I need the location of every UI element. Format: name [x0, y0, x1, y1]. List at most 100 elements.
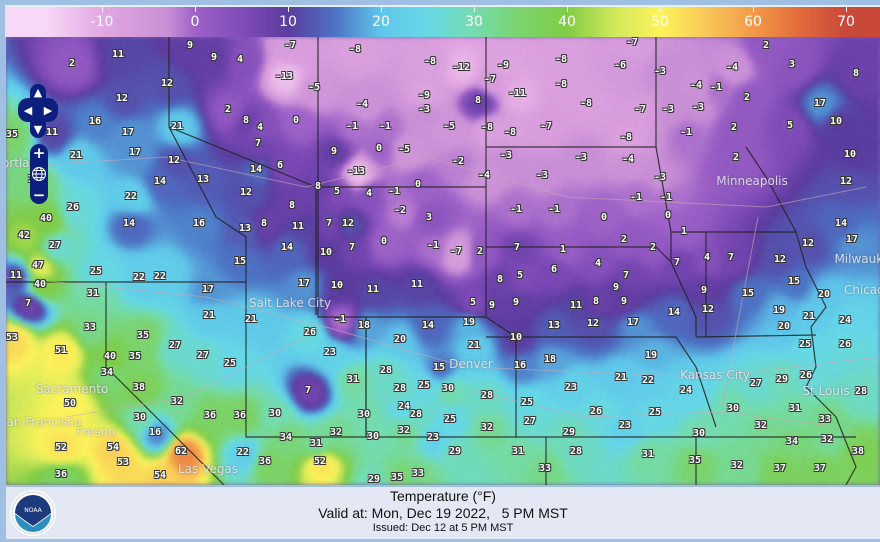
globe-icon[interactable]	[30, 165, 48, 183]
temperature-label: 7	[348, 242, 356, 253]
temperature-label: 34	[100, 367, 114, 378]
temperature-label: 2	[68, 58, 76, 69]
legend-tick-label: 50	[651, 14, 669, 30]
temperature-label: 24	[397, 401, 411, 412]
temperature-label: 8	[592, 296, 600, 307]
temperature-label: 27	[523, 416, 537, 427]
temperature-label: -1	[426, 240, 440, 251]
temperature-label: -8	[554, 54, 568, 65]
temperature-map[interactable]: 11 9 -7 -8 -8 -12 -9 -8 -6 -7 -3 2 3 8 2 9 4 -13 -5 -9 -7 -11…	[6, 37, 880, 485]
temperature-label: 9	[186, 40, 194, 51]
temperature-label: 30	[366, 431, 380, 442]
temperature-label: 17	[813, 98, 827, 109]
temperature-label: 2	[224, 104, 232, 115]
legend-gradient	[5, 7, 880, 37]
temperature-label: 30	[268, 408, 282, 419]
temperature-label: -5	[307, 82, 321, 93]
temperature-label: 11	[111, 49, 125, 60]
zoom-in-button[interactable]: +	[32, 144, 46, 162]
temperature-label: 27	[48, 240, 62, 251]
temperature-label: 12	[115, 93, 129, 104]
temperature-label: 7	[304, 385, 312, 396]
temperature-label: 15	[233, 256, 247, 267]
temperature-label: 36	[203, 410, 217, 421]
temperature-label: 2	[476, 246, 484, 257]
temperature-label: 21	[170, 121, 184, 132]
pan-left-button[interactable]: ◀	[18, 98, 38, 122]
temperature-label: 25	[520, 397, 534, 408]
temperature-label: 7	[325, 218, 333, 229]
temperature-label: 23	[426, 432, 440, 443]
temperature-label: 40	[103, 351, 117, 362]
temperature-label: 18	[357, 320, 371, 331]
temperature-label: -13	[346, 166, 366, 177]
temperature-label: 11	[410, 279, 424, 290]
temperature-label: 50	[63, 398, 77, 409]
pan-up-button[interactable]: ▲	[30, 84, 46, 100]
temperature-label: -5	[442, 121, 456, 132]
temperature-label: 12	[341, 218, 355, 229]
temperature-label: 22	[132, 272, 146, 283]
svg-text:NOAA: NOAA	[24, 507, 42, 514]
city-label: Chicago	[843, 283, 880, 297]
temperature-label: -4	[725, 62, 739, 73]
temperature-label: 51	[54, 345, 68, 356]
temperature-label: 30	[357, 409, 371, 420]
temperature-label: 28	[480, 390, 494, 401]
temperature-label: 40	[39, 213, 53, 224]
temperature-label: 28	[854, 386, 868, 397]
temperature-label: 28	[393, 383, 407, 394]
temperature-label: 12	[701, 304, 715, 315]
city-label: Minneapolis	[716, 174, 788, 188]
temperature-label: 62	[174, 446, 188, 457]
temperature-label: 21	[467, 340, 481, 351]
temperature-label: 11	[569, 300, 583, 311]
temperature-label: 28	[409, 409, 423, 420]
temperature-label: 25	[89, 266, 103, 277]
temperature-label: 17	[128, 147, 142, 158]
temperature-label: -1	[387, 186, 401, 197]
noaa-logo: NOAA	[10, 490, 56, 536]
legend-tick-label: 30	[465, 14, 483, 30]
temperature-label: 21	[244, 314, 258, 325]
temperature-label: 17	[201, 284, 215, 295]
pan-down-button[interactable]: ▼	[30, 120, 46, 138]
temperature-label: -1	[345, 121, 359, 132]
temperature-label: 0	[414, 179, 422, 190]
temperature-label: 8	[852, 68, 860, 79]
zoom-out-button[interactable]: −	[32, 186, 46, 204]
temperature-label: -7	[283, 40, 297, 51]
temperature-label: 9	[210, 52, 218, 63]
temperature-label: 10	[319, 247, 333, 258]
pan-right-button[interactable]: ▶	[38, 98, 58, 122]
temperature-label: 21	[802, 311, 816, 322]
temperature-label: 0	[380, 236, 388, 247]
temperature-label: 8	[496, 274, 504, 285]
legend-tick	[846, 7, 847, 12]
temperature-label: 4	[236, 54, 244, 65]
temperature-label: -4	[355, 99, 369, 110]
city-label: Fresno	[76, 425, 116, 439]
temperature-label: -8	[554, 79, 568, 90]
temperature-label: 22	[236, 447, 250, 458]
temperature-label: 31	[86, 288, 100, 299]
temperature-label: 11	[9, 270, 23, 281]
temperature-label: 16	[192, 218, 206, 229]
temperature-label: 14	[153, 176, 167, 187]
temperature-label: 31	[788, 403, 802, 414]
state-borders	[6, 37, 880, 485]
temperature-label: 12	[167, 155, 181, 166]
temperature-label: 4	[256, 122, 264, 133]
temperature-label: 38	[132, 382, 146, 393]
legend-tick	[195, 7, 196, 12]
temperature-label: 12	[586, 318, 600, 329]
temperature-label: 0	[664, 210, 672, 221]
temperature-label: 7	[254, 138, 262, 149]
temperature-label: -9	[417, 90, 431, 101]
temperature-label: 26	[799, 370, 813, 381]
temperature-label: 54	[153, 470, 167, 481]
temperature-label: 11	[45, 127, 59, 138]
temperature-label: 10	[330, 280, 344, 291]
temperature-label: -1	[333, 314, 347, 325]
temperature-label: 37	[773, 463, 787, 474]
